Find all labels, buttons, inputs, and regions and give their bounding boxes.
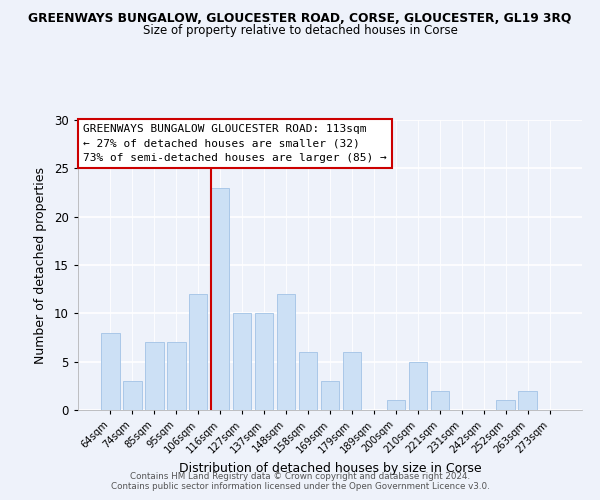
Text: GREENWAYS BUNGALOW, GLOUCESTER ROAD, CORSE, GLOUCESTER, GL19 3RQ: GREENWAYS BUNGALOW, GLOUCESTER ROAD, COR… [28,12,572,26]
Text: Size of property relative to detached houses in Corse: Size of property relative to detached ho… [143,24,457,37]
Text: Contains HM Land Registry data © Crown copyright and database right 2024.: Contains HM Land Registry data © Crown c… [130,472,470,481]
Bar [167,342,185,410]
Bar [320,381,340,410]
Y-axis label: Number of detached properties: Number of detached properties [34,166,47,364]
Bar [518,390,537,410]
Bar [386,400,405,410]
Bar [277,294,295,410]
Bar [496,400,515,410]
Bar [211,188,229,410]
Bar [233,314,251,410]
Bar [123,381,142,410]
X-axis label: Distribution of detached houses by size in Corse: Distribution of detached houses by size … [179,462,481,474]
Bar [101,332,119,410]
Bar [343,352,361,410]
Bar [189,294,208,410]
Text: Contains public sector information licensed under the Open Government Licence v3: Contains public sector information licen… [110,482,490,491]
Text: GREENWAYS BUNGALOW GLOUCESTER ROAD: 113sqm
← 27% of detached houses are smaller : GREENWAYS BUNGALOW GLOUCESTER ROAD: 113s… [83,124,387,163]
Bar [299,352,317,410]
Bar [255,314,274,410]
Bar [409,362,427,410]
Bar [431,390,449,410]
Bar [145,342,164,410]
